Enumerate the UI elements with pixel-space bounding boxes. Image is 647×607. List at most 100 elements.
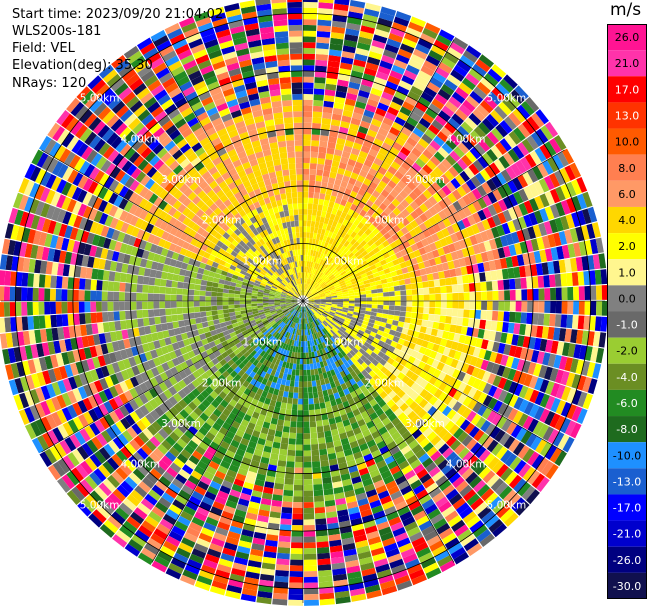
range-gate bbox=[316, 311, 322, 316]
range-gate bbox=[322, 223, 328, 230]
range-gate bbox=[410, 382, 420, 392]
range-gate bbox=[319, 598, 335, 606]
range-gate bbox=[120, 480, 134, 494]
range-gate bbox=[270, 369, 277, 377]
range-gate bbox=[305, 272, 308, 279]
range-gate bbox=[374, 239, 382, 247]
range-gate bbox=[251, 293, 258, 297]
range-gate bbox=[101, 280, 109, 291]
range-gate bbox=[332, 318, 338, 323]
range-gate bbox=[332, 107, 343, 116]
range-gate bbox=[380, 374, 389, 383]
range-gate bbox=[379, 321, 387, 328]
range-gate bbox=[539, 393, 550, 408]
range-gate bbox=[129, 376, 139, 388]
range-gate bbox=[290, 421, 297, 428]
range-gate bbox=[333, 262, 340, 269]
range-gate bbox=[306, 305, 311, 310]
range-gate bbox=[38, 357, 48, 371]
range-gate bbox=[564, 328, 572, 343]
range-gate bbox=[294, 317, 298, 323]
range-gate bbox=[336, 249, 343, 257]
range-gate bbox=[260, 427, 269, 435]
range-gate bbox=[393, 16, 410, 27]
range-gate bbox=[549, 447, 562, 463]
range-gate bbox=[209, 390, 219, 400]
range-gate bbox=[452, 390, 463, 401]
range-gate bbox=[324, 307, 331, 310]
range-gate bbox=[161, 455, 173, 467]
range-gate bbox=[153, 528, 168, 541]
range-gate bbox=[463, 301, 470, 310]
range-gate bbox=[324, 309, 330, 313]
range-gate bbox=[368, 250, 376, 257]
range-gate bbox=[360, 304, 367, 308]
range-gate bbox=[147, 251, 156, 261]
range-gate bbox=[175, 364, 184, 373]
range-gate bbox=[200, 455, 211, 466]
range-gate bbox=[222, 370, 230, 379]
range-gate bbox=[325, 295, 332, 298]
range-gate bbox=[426, 159, 437, 171]
range-gate bbox=[320, 302, 326, 305]
range-gate bbox=[303, 318, 305, 324]
range-gate bbox=[320, 299, 326, 301]
range-gate bbox=[397, 180, 407, 190]
range-gate bbox=[315, 319, 320, 326]
range-gate bbox=[392, 336, 400, 343]
range-gate bbox=[165, 308, 172, 316]
range-gate bbox=[349, 322, 356, 327]
range-gate bbox=[128, 255, 137, 266]
range-gate bbox=[159, 286, 166, 294]
range-gate bbox=[355, 321, 363, 327]
range-gate bbox=[331, 302, 338, 305]
range-gate bbox=[500, 449, 513, 464]
range-gate bbox=[51, 396, 62, 411]
range-gate bbox=[307, 375, 312, 382]
range-gate bbox=[267, 405, 275, 413]
range-gate bbox=[510, 163, 522, 177]
range-gate bbox=[449, 42, 465, 55]
range-gate bbox=[476, 104, 490, 118]
range-gate bbox=[576, 375, 587, 391]
range-gate bbox=[187, 382, 196, 392]
range-gate bbox=[472, 378, 482, 390]
range-gate bbox=[367, 322, 375, 328]
range-gate bbox=[389, 296, 395, 301]
range-gate bbox=[357, 418, 366, 427]
range-gate bbox=[179, 346, 188, 355]
range-gate bbox=[246, 289, 253, 293]
range-gate bbox=[44, 355, 53, 370]
range-gate bbox=[460, 266, 468, 276]
range-gate bbox=[288, 314, 293, 320]
range-gate bbox=[15, 287, 22, 301]
range-gate bbox=[214, 470, 226, 480]
range-gate bbox=[268, 387, 275, 394]
range-gate bbox=[447, 398, 458, 409]
range-gate bbox=[539, 144, 552, 160]
range-gate bbox=[318, 575, 333, 583]
range-gate bbox=[347, 324, 355, 330]
range-gate bbox=[313, 198, 319, 205]
range-gate bbox=[497, 186, 508, 199]
range-gate bbox=[491, 460, 505, 474]
range-gate bbox=[329, 311, 336, 315]
range-gate bbox=[235, 473, 247, 482]
range-gate bbox=[369, 412, 379, 421]
range-gate bbox=[80, 230, 90, 243]
range-gate bbox=[464, 335, 472, 346]
range-gate bbox=[560, 371, 570, 386]
range-gate bbox=[215, 417, 225, 427]
range-gate bbox=[303, 364, 307, 370]
range-gate bbox=[418, 117, 431, 129]
range-gate bbox=[262, 352, 269, 359]
range-gate bbox=[410, 177, 421, 187]
range-gate bbox=[303, 145, 311, 152]
range-gate bbox=[176, 288, 183, 295]
range-gate bbox=[328, 257, 334, 264]
range-gate bbox=[455, 360, 465, 371]
range-gate bbox=[304, 318, 307, 324]
range-gate bbox=[376, 308, 384, 314]
range-gate bbox=[245, 361, 253, 369]
range-gate bbox=[151, 560, 168, 573]
